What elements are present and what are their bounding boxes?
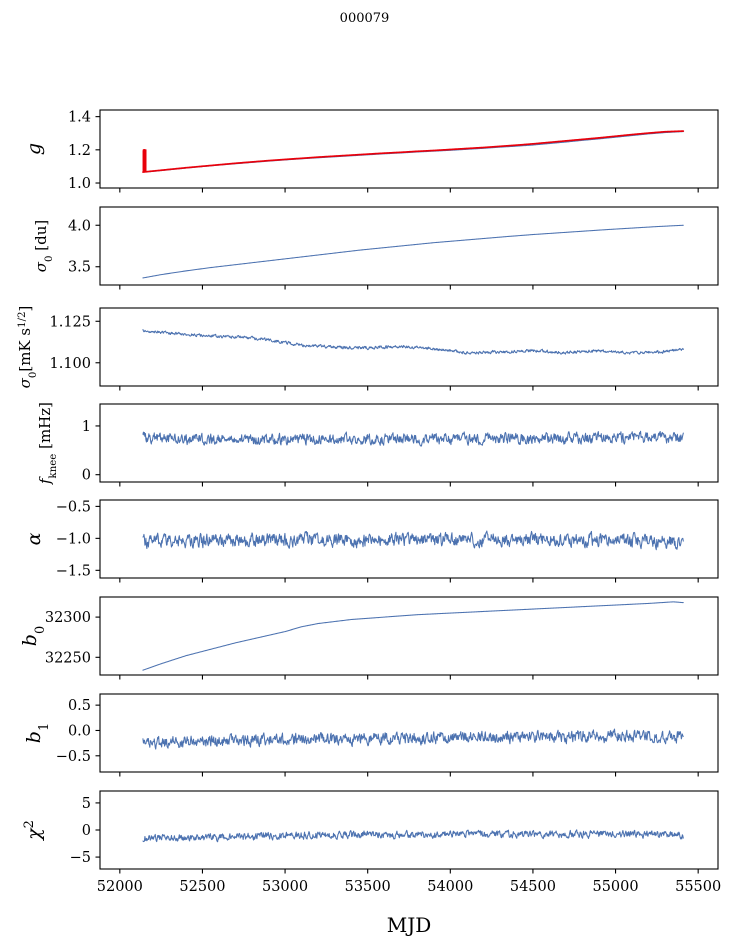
series-fknee bbox=[142, 430, 684, 447]
figure-title: 000079 bbox=[340, 11, 390, 26]
x-tick-label: 53500 bbox=[345, 879, 391, 895]
y-tick-label: 0.0 bbox=[68, 723, 91, 739]
svg-text:g: g bbox=[23, 143, 45, 155]
panel-fknee: 0 1 fknee [mHz] bbox=[36, 402, 719, 487]
x-axis-label: MJD bbox=[387, 913, 432, 937]
panel-b1: −0.5 0.0 0.5 b1 bbox=[23, 693, 719, 777]
y-tick-label: 32250 bbox=[45, 650, 91, 666]
x-tick-label: 53000 bbox=[262, 879, 308, 895]
svg-text:α: α bbox=[23, 532, 45, 545]
svg-text:χ2: χ2 bbox=[22, 820, 46, 842]
y-tick-label: 1.100 bbox=[49, 356, 91, 372]
panel-frame bbox=[99, 403, 719, 483]
series-chi2 bbox=[142, 829, 684, 843]
y-tick-label: 1 bbox=[82, 419, 91, 435]
y-tick-label: 32300 bbox=[45, 610, 91, 626]
y-tick-label: −5 bbox=[70, 850, 91, 866]
panel-data bbox=[142, 728, 684, 750]
series-b1 bbox=[142, 728, 684, 750]
y-tick-label: 1.2 bbox=[68, 143, 91, 159]
x-tick-label: 55000 bbox=[592, 879, 638, 895]
panel-frame bbox=[99, 499, 719, 579]
panel-data bbox=[142, 430, 684, 447]
panel-sigma0-du: 3.5 4.0 σ0 [du] bbox=[32, 206, 719, 290]
panel-alpha: −1.5 −1.0 −0.5 α bbox=[23, 499, 719, 583]
y-tick-label: 0 bbox=[82, 468, 91, 484]
panel-data bbox=[142, 601, 684, 671]
y-axis-label: fknee [mHz] bbox=[36, 402, 59, 485]
y-axis-label: σ0[mK s1/2] bbox=[16, 306, 39, 389]
panel-data bbox=[142, 530, 684, 551]
panel-frame bbox=[99, 206, 719, 286]
y-tick-label: −1.5 bbox=[56, 563, 91, 579]
panel-data bbox=[142, 329, 684, 355]
y-tick-label: 1.0 bbox=[68, 176, 91, 192]
y-tick-label: 1.125 bbox=[49, 314, 91, 330]
series-sigma0-mk bbox=[142, 329, 684, 355]
panel-sigma0-mk: 1.100 1.125 σ0[mK s1/2] bbox=[16, 306, 719, 391]
panel-chi2: −5 0 5 52000 52500 53000 53500 54000 54500 55000 5… bbox=[22, 790, 721, 895]
panel-data bbox=[142, 224, 684, 279]
x-tick-label: 55500 bbox=[675, 879, 721, 895]
panel-frame bbox=[99, 693, 719, 773]
panel-frame bbox=[99, 109, 719, 189]
y-tick-label: 3.5 bbox=[68, 260, 91, 276]
svg-text:b0: b0 bbox=[19, 626, 48, 646]
panels-group: 1.0 1.2 1.4 g 3.5 4.0 σ0 [du] 1.100 1.125 σ0[mK s… bbox=[16, 109, 721, 895]
y-axis-label: b0 bbox=[19, 626, 48, 646]
y-axis-label: α bbox=[23, 532, 45, 545]
panel-frame bbox=[99, 307, 719, 387]
series-alpha bbox=[142, 530, 684, 551]
series-gain-measured bbox=[142, 130, 685, 173]
svg-text:b1: b1 bbox=[23, 723, 52, 743]
y-tick-label: 0.5 bbox=[68, 698, 91, 714]
series-gain-measured-spike bbox=[142, 149, 147, 173]
panel-gain-model: 1.0 1.2 1.4 g bbox=[23, 109, 719, 193]
series-sigma0-du bbox=[142, 224, 684, 279]
x-tick-label: 52500 bbox=[179, 879, 225, 895]
y-axis-label: χ2 bbox=[22, 820, 46, 842]
y-axis-label: σ0 [du] bbox=[32, 220, 55, 272]
x-tick-label: 54000 bbox=[427, 879, 473, 895]
y-tick-label: 5 bbox=[82, 796, 91, 812]
y-tick-label: −1.0 bbox=[56, 531, 91, 547]
y-tick-label: −0.5 bbox=[56, 749, 91, 765]
y-tick-label: 0 bbox=[82, 823, 91, 839]
svg-text:σ0[mK s1/2]: σ0[mK s1/2] bbox=[16, 306, 39, 389]
svg-text:σ0 [du]: σ0 [du] bbox=[32, 220, 55, 272]
y-axis-label: g bbox=[23, 143, 45, 155]
panel-data bbox=[142, 130, 685, 173]
panel-frame bbox=[99, 596, 719, 676]
y-tick-label: 1.4 bbox=[68, 110, 91, 126]
panel-data bbox=[142, 829, 684, 843]
svg-text:fknee [mHz]: fknee [mHz] bbox=[36, 402, 59, 485]
x-tick-label: 54500 bbox=[510, 879, 556, 895]
x-tick-label: 52000 bbox=[97, 879, 143, 895]
series-b0 bbox=[142, 601, 684, 671]
y-tick-label: 4.0 bbox=[68, 218, 91, 234]
y-axis-label: b1 bbox=[23, 723, 52, 743]
y-tick-label: −0.5 bbox=[56, 499, 91, 515]
